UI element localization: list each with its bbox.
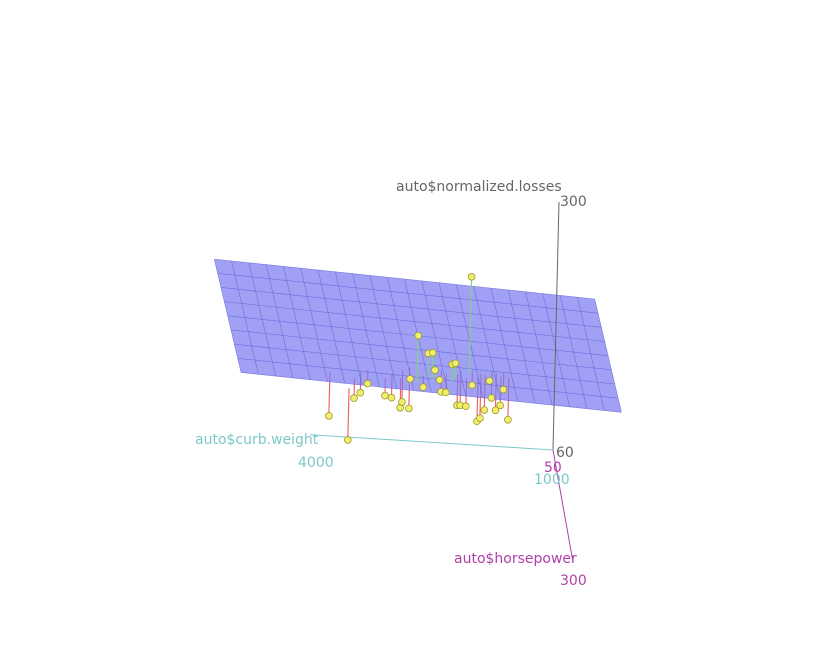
plane-grid-line <box>230 329 612 371</box>
data-point[interactable] <box>414 331 423 340</box>
data-point[interactable] <box>499 385 508 394</box>
plane-grid-line <box>234 343 615 385</box>
axes <box>310 201 574 563</box>
data-point[interactable] <box>451 359 460 368</box>
data-point[interactable] <box>480 406 489 414</box>
data-point[interactable] <box>419 383 427 391</box>
data-point[interactable] <box>504 415 512 424</box>
data-point[interactable] <box>462 402 470 410</box>
x-tick-1000: 1000 <box>534 472 570 488</box>
residual-line <box>468 276 473 374</box>
data-point[interactable] <box>467 272 476 281</box>
residual-line <box>431 352 434 380</box>
data-point[interactable] <box>476 414 484 422</box>
x-axis-line <box>310 434 554 451</box>
data-point[interactable] <box>428 348 437 357</box>
z-axis-label: auto$normalized.losses <box>396 179 562 195</box>
data-point[interactable] <box>356 388 365 397</box>
data-point[interactable] <box>435 376 444 384</box>
residual-line <box>416 335 419 382</box>
data-point[interactable] <box>487 394 496 402</box>
residual-line <box>347 388 350 440</box>
residual-line <box>427 353 429 378</box>
data-points <box>325 272 512 444</box>
y-tick-50: 50 <box>544 460 562 476</box>
data-point[interactable] <box>325 412 333 420</box>
data-point[interactable] <box>406 375 414 383</box>
data-point[interactable] <box>442 388 450 397</box>
data-point[interactable] <box>431 366 439 374</box>
data-point[interactable] <box>491 406 500 415</box>
plane-grid-line <box>241 372 622 413</box>
z-tick-top: 300 <box>560 194 587 210</box>
x-tick-4000: 4000 <box>298 455 334 471</box>
plane-grid-line <box>214 258 595 300</box>
plane-grid-line <box>220 287 602 328</box>
data-point[interactable] <box>350 394 358 402</box>
plane-grid-line <box>217 272 599 314</box>
y-tick-300: 300 <box>560 573 587 589</box>
data-point[interactable] <box>343 436 352 444</box>
data-point[interactable] <box>387 393 396 402</box>
z-axis-line <box>552 201 560 451</box>
data-point[interactable] <box>405 404 413 413</box>
x-axis-label: auto$curb.weight <box>195 432 319 448</box>
data-point[interactable] <box>398 398 406 406</box>
data-point[interactable] <box>381 391 389 400</box>
data-point[interactable] <box>496 401 504 410</box>
data-point[interactable] <box>485 377 494 385</box>
data-point[interactable] <box>468 381 476 389</box>
y-axis-line <box>552 449 574 563</box>
data-point[interactable] <box>363 379 372 388</box>
plane-grid-line <box>224 301 605 342</box>
z-tick-bottom: 60 <box>556 445 574 461</box>
y-axis-label: auto$horsepower <box>454 551 577 567</box>
